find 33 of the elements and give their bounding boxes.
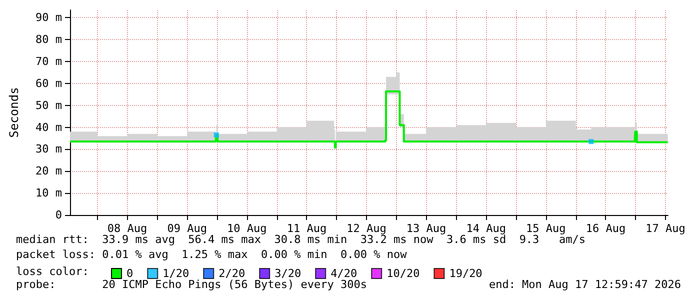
x-tick-label: 13 Aug [406, 222, 446, 235]
legend-title: loss color: [16, 265, 89, 278]
text: end: Mon Aug 17 12:59:47 2026 [488, 278, 682, 291]
x-tick-label: 12 Aug [346, 222, 386, 235]
legend-label: 19/20 [449, 267, 482, 280]
x-tick-label: 10 Aug [227, 222, 267, 235]
x-tick-label: 08 Aug [107, 222, 148, 235]
x-tick-label: 16 Aug [586, 222, 626, 235]
legend-label: 3/20 [274, 267, 302, 280]
legend-label: 4/20 [330, 267, 358, 280]
y-tick-label: 50 m [36, 98, 62, 112]
y-tick-label: 20 m [36, 164, 62, 178]
legend-label: 10/20 [386, 267, 420, 280]
legend-label: 0 [126, 267, 134, 280]
x-tick-label: 15 Aug [526, 222, 566, 235]
y-tick-label: 60 m [36, 76, 62, 90]
x-tick-label: 17 Aug [646, 222, 686, 235]
x-tick-label: 09 Aug [167, 222, 207, 235]
legend-label: 1/20 [162, 267, 190, 280]
legend-label: 2/20 [218, 267, 246, 280]
text: median rtt: 33.9 ms avg 56.4 ms max 30.8 ms min 33.2 ms now 3.6 ms sd 9.3 am/s [16, 233, 586, 246]
y-tick-label: 70 m [36, 55, 62, 68]
y-tick-label: 90 m [36, 11, 62, 24]
y-tick-label: 30 m [36, 142, 62, 156]
y-tick-label: 40 m [36, 120, 62, 134]
text: probe: 20 ICMP Echo Pings (56 Bytes) every 300s [16, 278, 367, 291]
x-tick-label: 11 Aug [286, 222, 327, 235]
text: packet loss: 0.01 % avg 1.25 % max 0.00 % min 0.00 % now [16, 248, 408, 261]
y-tick-label: 10 m [36, 186, 62, 200]
y-tick-label: 0 [55, 208, 62, 222]
y-tick-label: 80 m [36, 33, 62, 46]
y-axis-title: Seconds [7, 87, 21, 138]
x-tick-label: 14 Aug [466, 222, 506, 235]
